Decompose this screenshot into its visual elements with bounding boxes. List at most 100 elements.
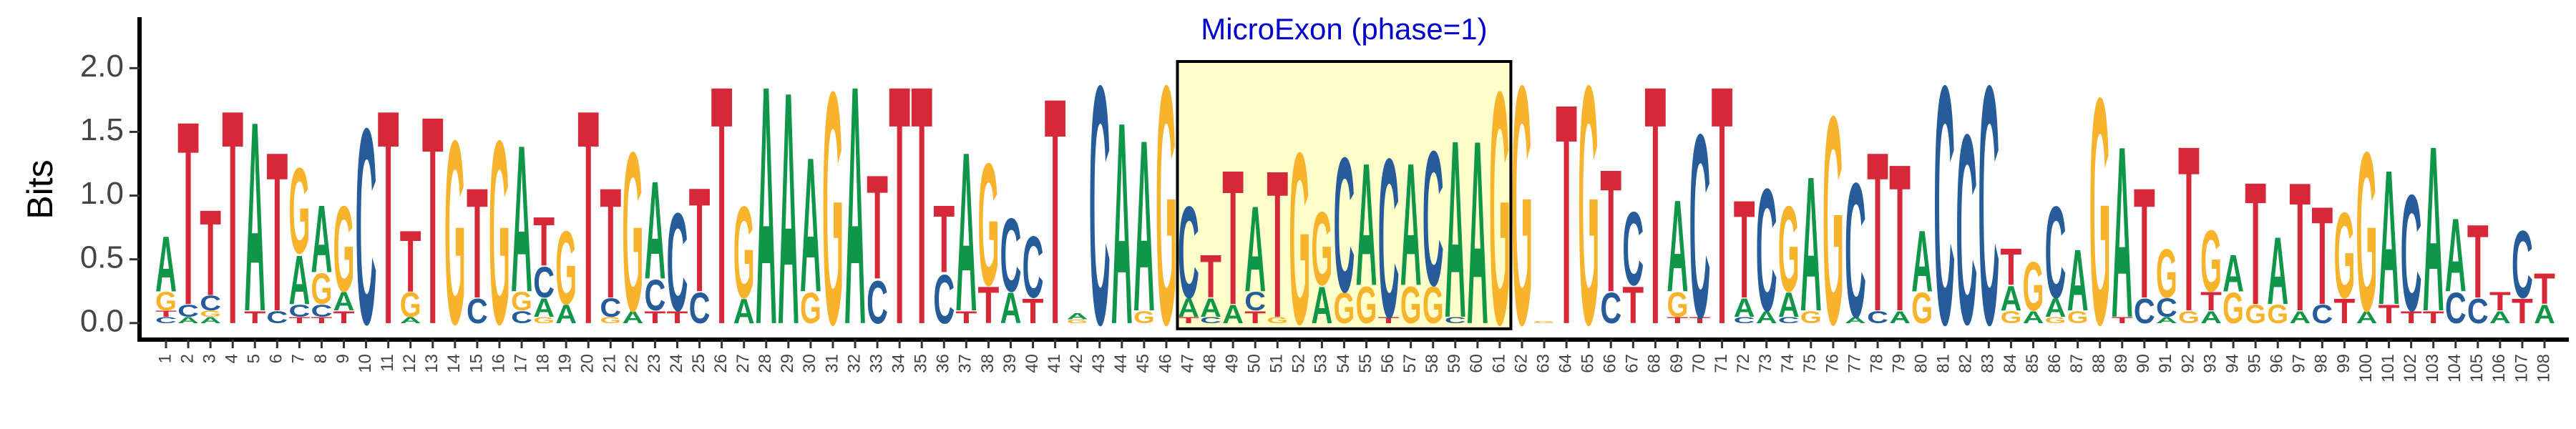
x-tick-label: 102 — [2401, 354, 2420, 383]
x-tick-label: 15 — [467, 354, 486, 373]
x-tick-label: 8 — [311, 354, 331, 363]
logo-letter: G — [1423, 277, 1444, 335]
logo-letter: T — [1644, 14, 1666, 395]
logo-letter: G — [1311, 190, 1332, 307]
x-tick-label: 43 — [1089, 354, 1108, 373]
logo-letter: G — [444, 87, 466, 379]
logo-letter: T — [2001, 239, 2022, 297]
logo-letter: G — [1289, 101, 1310, 375]
x-tick-label: 69 — [1667, 354, 1687, 373]
x-tick-label: 35 — [912, 354, 931, 373]
logo-letter: C — [1756, 153, 1777, 348]
logo-letter: C — [200, 292, 221, 315]
logo-letter: T — [2512, 292, 2533, 331]
logo-letter: C — [1845, 143, 1866, 358]
logo-letter: A — [1445, 88, 1466, 371]
logo-letter: A — [2200, 307, 2222, 327]
logo-letter: A — [1244, 181, 1266, 317]
logo-letter: C — [1334, 117, 1355, 332]
x-tick-label: 44 — [1111, 354, 1131, 373]
logo-letter: G — [1778, 182, 1800, 317]
logo-letter: T — [177, 67, 199, 360]
x-tick-label: 65 — [1579, 354, 1598, 373]
logo-letter: T — [2333, 292, 2355, 331]
logo-letter: G — [2245, 300, 2266, 329]
logo-letter: G — [511, 287, 532, 316]
x-tick-label: 63 — [1533, 354, 1553, 373]
logo-letter: C — [1978, 15, 1999, 396]
logo-letter: G — [1400, 277, 1422, 335]
x-tick-label: 16 — [489, 354, 508, 373]
x-tick-label: 80 — [1912, 354, 1931, 373]
x-tick-label: 1 — [155, 354, 175, 363]
logo-letter: A — [1734, 294, 1755, 322]
x-tick-label: 39 — [1000, 354, 1020, 373]
logo-letter: T — [867, 144, 888, 310]
x-tick-label: 66 — [1601, 354, 1620, 373]
logo-letter: T — [1244, 307, 1266, 327]
logo-letter: A — [1889, 307, 1911, 327]
logo-letter: G — [978, 128, 1000, 322]
x-tick-label: 6 — [267, 354, 286, 363]
logo-letter: T — [689, 157, 711, 323]
x-tick-label: 3 — [200, 354, 219, 363]
logo-letter: A — [955, 106, 977, 360]
logo-letter: A — [733, 292, 755, 331]
logo-letter: G — [1511, 14, 1533, 395]
logo-letter: A — [2423, 97, 2444, 360]
logo-letter: G — [2267, 300, 2288, 329]
y-tick-label: 1.5 — [80, 112, 124, 147]
logo-letter: T — [1867, 105, 1888, 359]
logo-letter: G — [1067, 318, 1088, 324]
logo-letter: C — [1244, 287, 1266, 316]
logo-letter: A — [400, 315, 421, 325]
logo-letter: T — [311, 315, 333, 325]
logo-letter: A — [244, 66, 265, 368]
x-tick-label: 84 — [2001, 354, 2020, 373]
logo-letter: C — [1378, 112, 1400, 366]
logo-letter: C — [533, 259, 555, 307]
logo-letter: T — [600, 155, 621, 331]
logo-letter: C — [689, 285, 711, 333]
x-tick-label: 27 — [733, 354, 753, 373]
logo-letter: T — [1622, 277, 1644, 335]
x-tick-label: 4 — [223, 354, 242, 363]
x-tick-label: 24 — [667, 354, 686, 373]
logo-letter: T — [577, 46, 599, 388]
logo-letter: G — [1334, 284, 1355, 332]
logo-letter: C — [1445, 315, 1466, 325]
logo-letter: G — [1911, 284, 1933, 332]
logo-letter: A — [2223, 244, 2244, 303]
logo-letter: T — [1023, 292, 1044, 331]
x-tick-label: 29 — [778, 354, 797, 373]
x-tick-label: 76 — [1823, 354, 1842, 373]
logo-letter: G — [600, 315, 621, 325]
logo-letter: A — [533, 294, 555, 322]
x-tick-label: 52 — [1289, 354, 1309, 373]
logo-letter: C — [511, 307, 532, 327]
x-tick-label: 67 — [1623, 354, 1642, 373]
x-tick-label: 91 — [2156, 354, 2175, 373]
x-tick-label: 33 — [867, 354, 886, 373]
x-tick-label: 30 — [800, 354, 819, 373]
logo-letter: A — [2489, 307, 2511, 327]
x-tick-label: 47 — [1178, 354, 1197, 373]
logo-letter: T — [955, 307, 977, 327]
x-tick-label: 54 — [1334, 354, 1353, 373]
logo-letter: T — [978, 277, 1000, 335]
x-tick-label: 107 — [2512, 354, 2531, 383]
logo-letter: G — [288, 144, 310, 280]
x-tick-label: 25 — [689, 354, 708, 373]
x-tick-label: 49 — [1222, 354, 1241, 373]
logo-letter: T — [378, 46, 399, 388]
logo-letter: G — [1667, 286, 1689, 325]
logo-letter: T — [288, 315, 310, 325]
logo-letter: T — [1712, 14, 1733, 395]
logo-letter: A — [645, 152, 666, 308]
logo-letter: G — [2089, 31, 2111, 393]
logo-letter: A — [1667, 174, 1689, 320]
x-tick-label: 55 — [1356, 354, 1375, 373]
x-tick-label: 103 — [2423, 354, 2442, 383]
y-tick-label: 0.0 — [80, 303, 124, 338]
